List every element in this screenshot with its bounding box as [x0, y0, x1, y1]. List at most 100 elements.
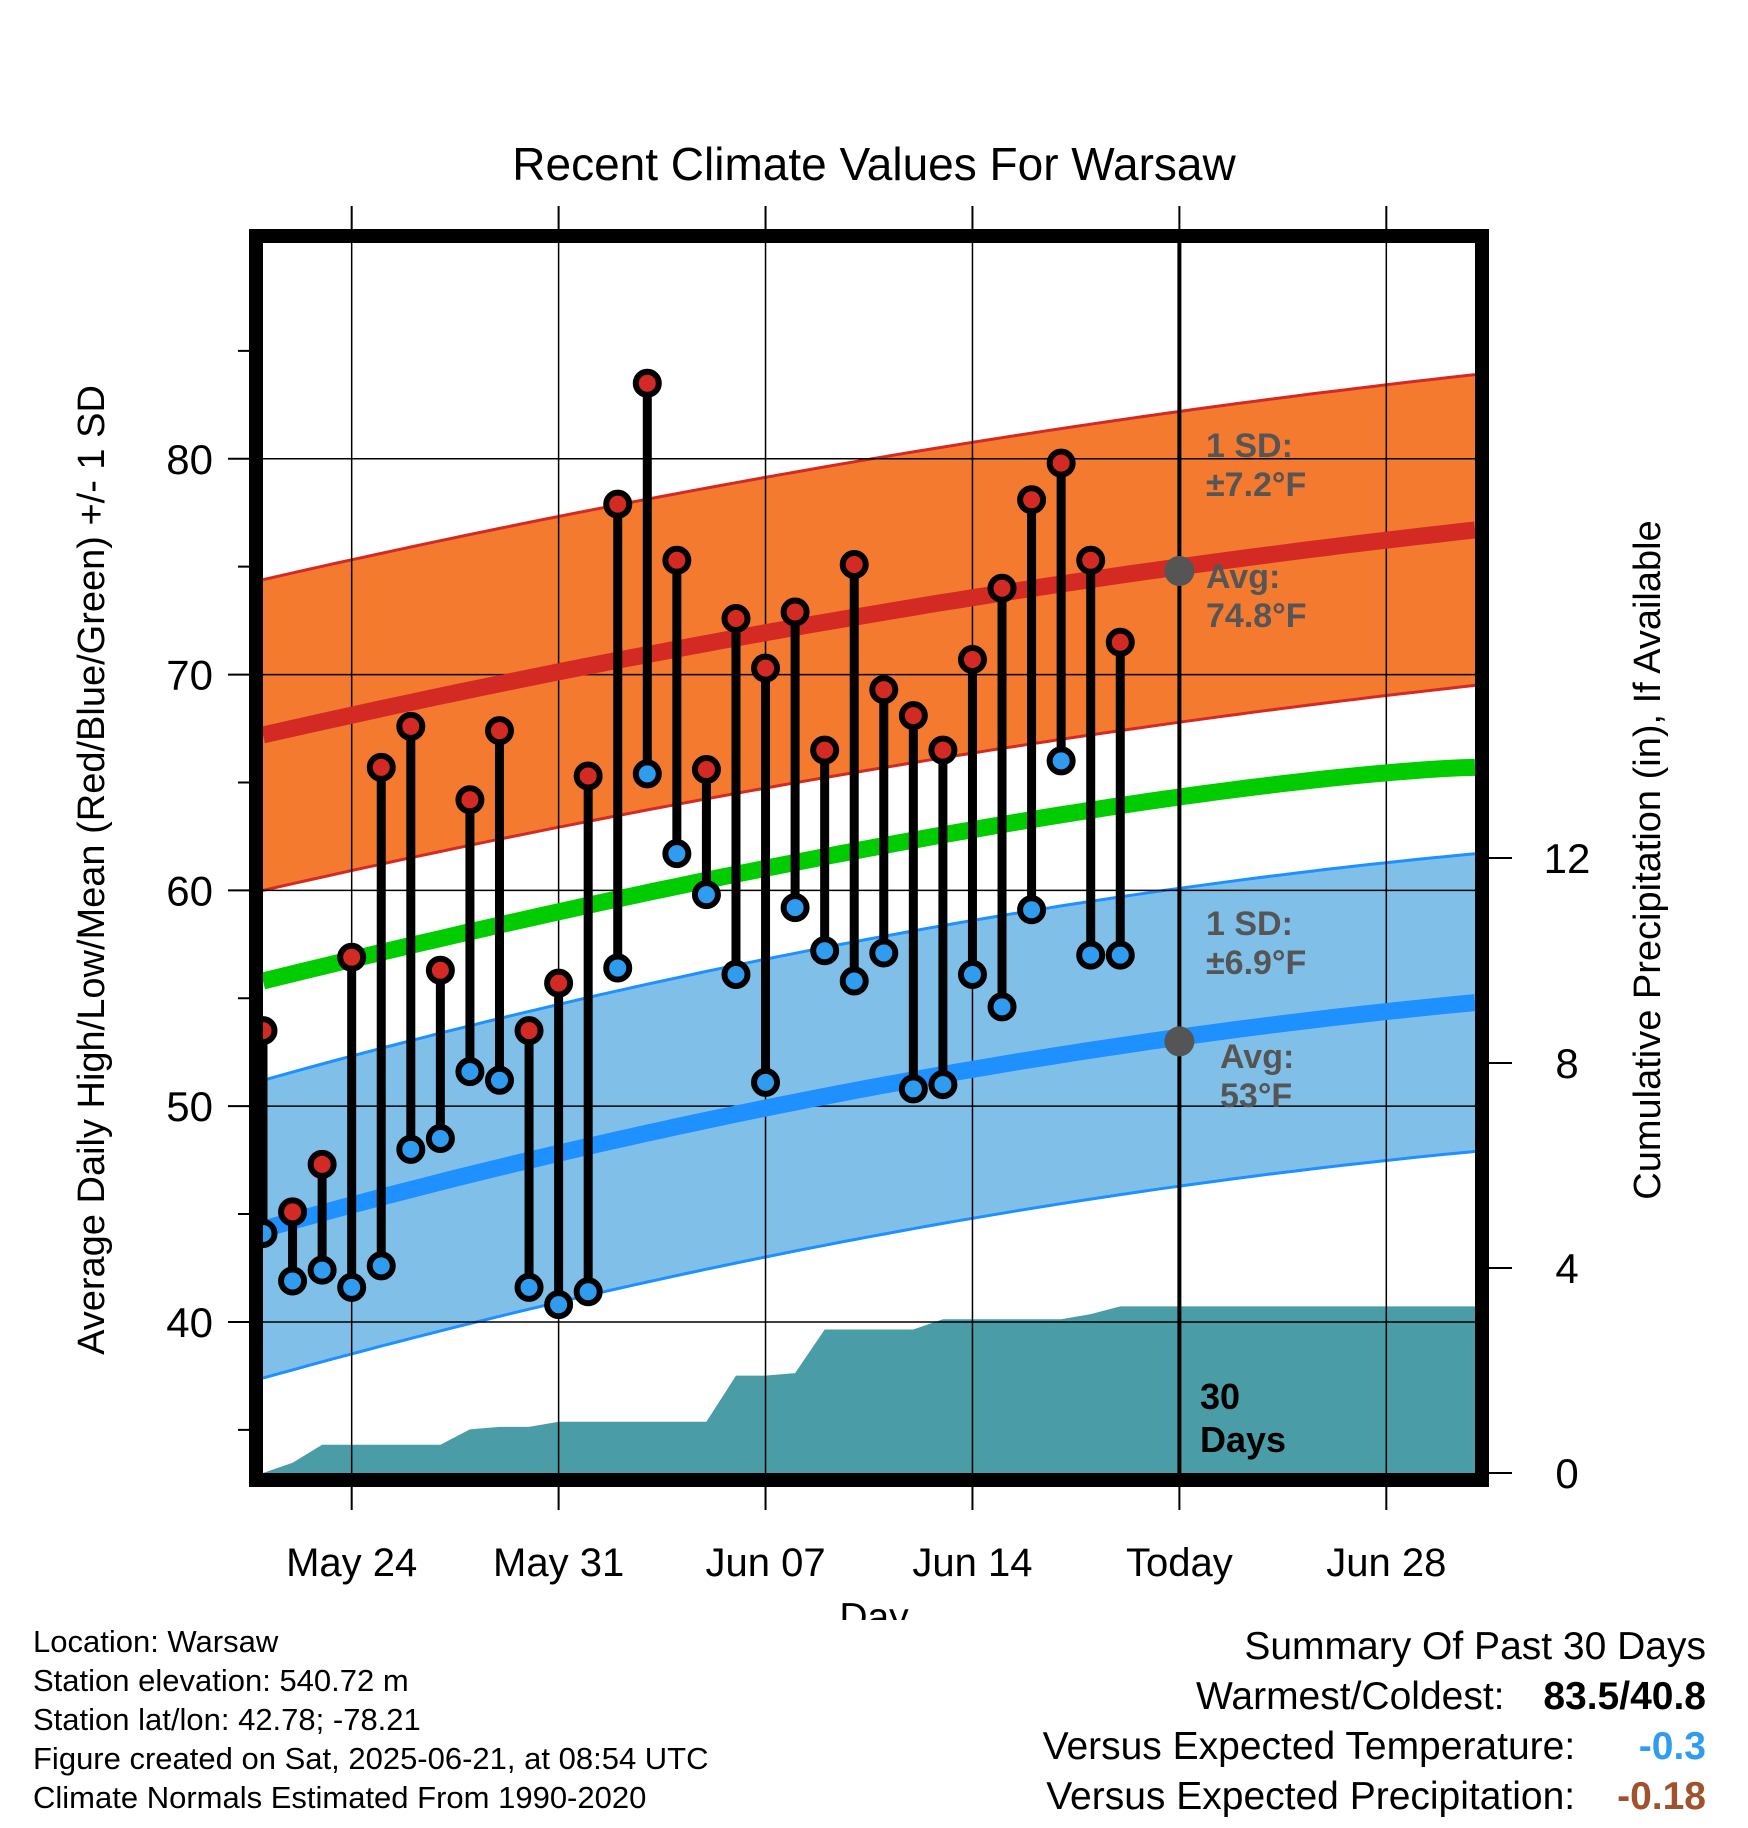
- obs-high-point: [1046, 448, 1076, 478]
- obs-low-point: [455, 1057, 485, 1087]
- obs-high-point: [484, 716, 514, 746]
- precip-value: -0.18: [1617, 1775, 1706, 1818]
- obs-high-point: [573, 761, 603, 791]
- obs-low-point: [278, 1266, 308, 1296]
- climate-chart: Recent Climate Values For Warsaw 1 SD:±7…: [71, 138, 1669, 1620]
- y-right-tick-label: 0: [1555, 1450, 1578, 1497]
- temp-value: -0.3: [1638, 1725, 1706, 1768]
- obs-high-point: [307, 1149, 337, 1179]
- y-tick-label: 40: [166, 1299, 213, 1346]
- summary-title: Summary Of Past 30 Days: [1244, 1625, 1706, 1668]
- today-low-avg-marker: [1164, 1026, 1195, 1057]
- obs-high-point: [366, 752, 396, 782]
- x-tick-label: Jun 07: [705, 1541, 825, 1585]
- obs-high-point: [810, 735, 840, 765]
- y-tick-label: 60: [166, 867, 213, 914]
- y-tick-label: 80: [166, 436, 213, 483]
- obs-low-point: [337, 1272, 367, 1302]
- summary-panel: Summary Of Past 30 Days Warmest/Coldest:…: [1043, 1622, 1706, 1822]
- low-sd-upper-line: [263, 852, 1475, 1082]
- low-sd-label: 1 SD:: [1206, 905, 1293, 943]
- obs-high-point: [514, 1016, 544, 1046]
- obs-high-point: [898, 701, 928, 731]
- obs-low-point: [987, 992, 1017, 1022]
- obs-high-point: [721, 603, 751, 633]
- days-label: Days: [1200, 1419, 1286, 1460]
- obs-low-point: [1105, 940, 1135, 970]
- obs-low-point: [366, 1251, 396, 1281]
- obs-low-point: [721, 960, 751, 990]
- obs-low-point: [1076, 940, 1106, 970]
- elevation-text: Station elevation: 540.72 m: [33, 1663, 409, 1698]
- days-count: 30: [1200, 1376, 1240, 1417]
- y-tick-label: 50: [166, 1083, 213, 1130]
- high-sd-label: 1 SD:: [1206, 427, 1293, 465]
- precip-label: Versus Expected Precipitation:: [1046, 1775, 1576, 1818]
- obs-high-point: [751, 653, 781, 683]
- low-sd-lower-line: [263, 1150, 1475, 1380]
- low-avg-line: [263, 994, 1475, 1238]
- high-sd-lower-line: [263, 683, 1475, 892]
- obs-low-point: [869, 938, 899, 968]
- obs-high-point: [603, 489, 633, 519]
- obs-high-point: [662, 545, 692, 575]
- obs-low-point: [691, 880, 721, 910]
- low-sd-band: [263, 853, 1475, 1379]
- high-sd-value: ±7.2°F: [1206, 466, 1306, 504]
- obs-low-point: [632, 759, 662, 789]
- y-axis-label-left: Average Daily High/Low/Mean (Red/Blue/Gr…: [71, 385, 113, 1355]
- x-tick-label: Today: [1126, 1541, 1233, 1585]
- today-high-avg-marker: [1164, 556, 1195, 586]
- obs-low-point: [810, 936, 840, 966]
- obs-high-point: [455, 785, 485, 815]
- obs-high-point: [337, 942, 367, 972]
- obs-high-point: [1105, 627, 1135, 657]
- y-axis-label-right: Cumulative Precipitation (in), If Availa…: [1627, 520, 1669, 1199]
- obs-low-point: [928, 1070, 958, 1100]
- obs-high-point: [780, 597, 810, 627]
- y-right-tick-label: 4: [1555, 1245, 1578, 1292]
- y-right-tick-label: 12: [1544, 835, 1591, 882]
- normals-text: Climate Normals Estimated From 1990-2020: [33, 1780, 647, 1815]
- y-tick-label: 70: [166, 652, 213, 699]
- obs-low-point: [898, 1074, 928, 1104]
- obs-low-point: [425, 1124, 455, 1154]
- warmest-label: Warmest/Coldest:: [1196, 1675, 1505, 1718]
- summary-warmest-row: Warmest/Coldest: 83.5/40.8: [1043, 1672, 1706, 1722]
- y-right-tick-label: 8: [1555, 1040, 1578, 1087]
- obs-high-point: [691, 755, 721, 785]
- location-text: Location: Warsaw: [33, 1624, 279, 1659]
- obs-high-point: [396, 711, 426, 741]
- x-axis-label: Day: [839, 1596, 909, 1620]
- obs-high-point: [544, 968, 574, 998]
- obs-high-point: [632, 368, 662, 398]
- latlon-text: Station lat/lon: 42.78; -78.21: [33, 1702, 421, 1737]
- low-avg-value: 53°F: [1220, 1077, 1292, 1115]
- low-sd-value: ±6.9°F: [1206, 944, 1306, 982]
- high-sd-band: [263, 374, 1475, 891]
- x-tick-label: Jun 28: [1326, 1541, 1446, 1585]
- obs-low-point: [839, 966, 869, 996]
- x-tick-label: Jun 14: [912, 1541, 1032, 1585]
- obs-high-point: [839, 550, 869, 580]
- summary-precip-row: Versus Expected Precipitation: -0.18: [1043, 1772, 1706, 1822]
- high-avg-label: Avg:: [1206, 558, 1280, 596]
- obs-low-point: [307, 1255, 337, 1285]
- obs-high-point: [1017, 485, 1047, 515]
- obs-high-point: [987, 573, 1017, 603]
- x-tick-label: May 24: [286, 1541, 417, 1585]
- obs-high-point: [425, 955, 455, 985]
- obs-high-point: [957, 644, 987, 674]
- obs-low-point: [662, 839, 692, 869]
- obs-low-point: [957, 960, 987, 990]
- warmest-value: 83.5/40.8: [1543, 1675, 1706, 1718]
- station-info: Location: Warsaw Station elevation: 540.…: [33, 1622, 709, 1817]
- high-avg-value: 74.8°F: [1206, 597, 1307, 635]
- obs-low-point: [1046, 746, 1076, 776]
- mean-avg-line: [263, 758, 1475, 990]
- obs-high-point: [928, 735, 958, 765]
- obs-low-point: [544, 1290, 574, 1320]
- obs-low-point: [484, 1065, 514, 1095]
- precip-area: [263, 1306, 1475, 1473]
